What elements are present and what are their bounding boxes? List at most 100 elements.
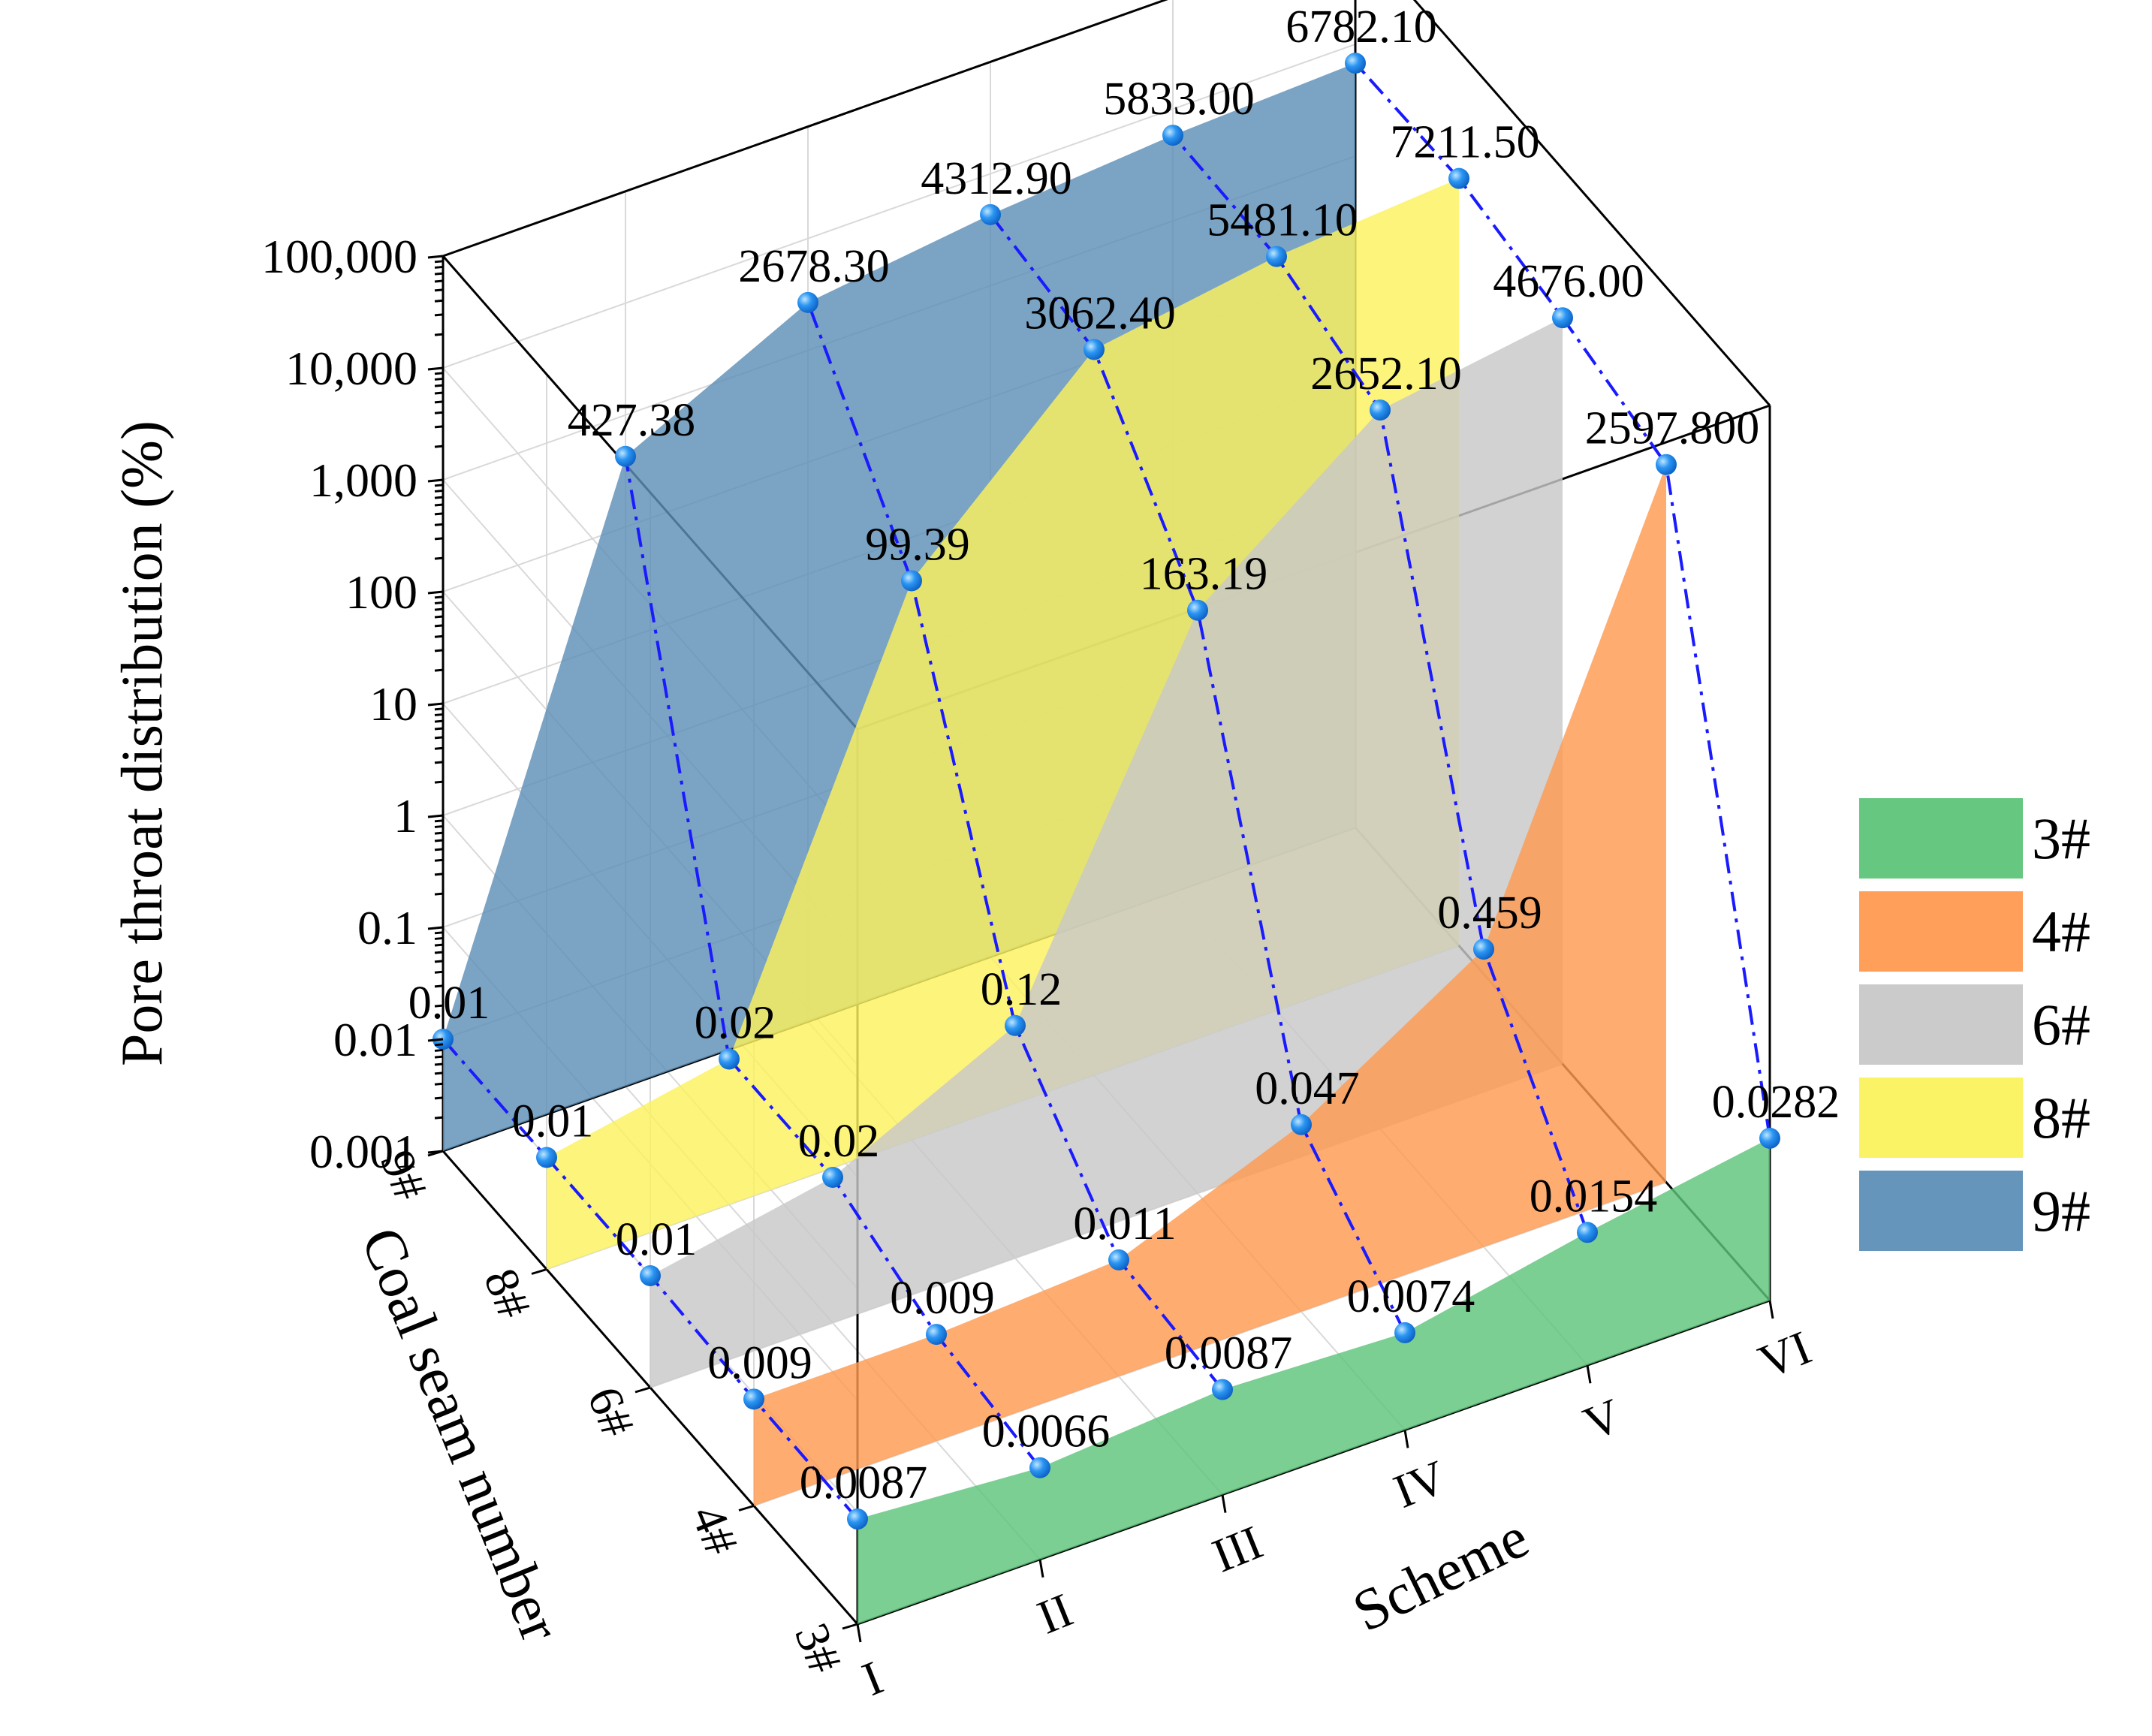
- data-label: 0.0282: [1712, 1077, 1840, 1128]
- z-minor-tick: [434, 537, 444, 541]
- y-tick-label: 8#: [474, 1261, 541, 1325]
- x-tick: [1403, 1430, 1409, 1448]
- x-tick-label: II: [1030, 1583, 1080, 1644]
- z-minor-tick: [434, 523, 444, 526]
- z-minor-tick: [434, 727, 444, 731]
- series-surfaces: [443, 63, 1770, 1624]
- z-tick: [427, 366, 444, 371]
- legend-label: 6#: [2032, 992, 2090, 1057]
- z-axis-title: Pore throat distribution (%): [109, 420, 174, 1066]
- legend-swatch-9#: [1859, 1171, 2023, 1251]
- data-point: [719, 1048, 740, 1070]
- z-minor-tick: [434, 1043, 444, 1047]
- z-minor-tick: [434, 936, 444, 940]
- data-label: 0.01: [616, 1214, 698, 1265]
- x-tick-label: VI: [1751, 1321, 1818, 1389]
- legend-label: 4#: [2032, 899, 2090, 964]
- data-point: [615, 445, 636, 467]
- data-point: [847, 1508, 868, 1530]
- legend-label: 3#: [2032, 806, 2090, 871]
- data-point: [901, 570, 922, 592]
- z-tick-label: 100,000: [261, 230, 417, 283]
- x-tick-label: V: [1576, 1388, 1628, 1451]
- y-tick-label: 3#: [785, 1616, 852, 1680]
- y-tick-label: 4#: [681, 1497, 749, 1562]
- z-minor-tick: [434, 1082, 444, 1086]
- data-label: 2652.10: [1310, 348, 1462, 399]
- z-tick-label: 1,000: [309, 454, 417, 507]
- z-minor-tick: [434, 649, 444, 653]
- z-minor-tick: [434, 489, 444, 493]
- z-minor-tick: [434, 761, 444, 764]
- data-label: 2678.30: [738, 241, 890, 292]
- data-point: [743, 1388, 764, 1410]
- axis-line: [1412, 0, 1771, 406]
- z-minor-tick: [434, 624, 444, 628]
- data-label: 5481.10: [1207, 195, 1358, 246]
- data-label: 99.39: [865, 519, 970, 570]
- z-minor-tick: [434, 736, 444, 740]
- data-point: [1448, 167, 1469, 189]
- z-minor-tick: [434, 824, 444, 828]
- z-minor-tick: [434, 873, 444, 876]
- z-minor-tick: [434, 496, 444, 499]
- z-tick: [427, 255, 444, 259]
- x-tick: [1221, 1494, 1227, 1513]
- data-label: 0.0087: [1165, 1328, 1293, 1379]
- z-minor-tick: [434, 1004, 444, 1008]
- z-tick-label: 100: [345, 565, 417, 619]
- markers: [433, 53, 1780, 1530]
- z-tick-label: 1: [393, 789, 417, 842]
- data-label: 7211.50: [1390, 117, 1539, 168]
- x-tick: [856, 1623, 862, 1643]
- data-label: 0.009: [890, 1273, 995, 1324]
- x-tick: [1586, 1364, 1592, 1384]
- data-point: [1394, 1322, 1415, 1343]
- data-point: [1291, 1114, 1312, 1135]
- z-minor-tick: [434, 601, 444, 604]
- legend-label: 9#: [2032, 1178, 2090, 1243]
- z-tick: [427, 702, 444, 707]
- data-label: 2597.800: [1585, 403, 1760, 454]
- z-tick: [427, 926, 444, 930]
- z-tick: [427, 814, 444, 818]
- z-minor-tick: [434, 1055, 444, 1059]
- legend-label: 8#: [2032, 1085, 2090, 1150]
- y-axis-title: Coal seam number: [349, 1219, 574, 1650]
- data-point: [1266, 246, 1287, 267]
- data-labels: 0.0087 0.0066 0.0087 0.0074 0.0154 0.0282 0.00…: [408, 2, 1840, 1508]
- data-point: [1577, 1222, 1598, 1243]
- surface-3#: [857, 1138, 1770, 1624]
- z-tick-label: 10,000: [285, 342, 417, 395]
- legend-swatch-4#: [1859, 891, 2023, 972]
- data-point: [980, 203, 1001, 225]
- z-minor-tick: [434, 1062, 444, 1066]
- z-minor-tick: [434, 272, 444, 276]
- data-label: 0.459: [1437, 888, 1542, 939]
- data-point: [822, 1166, 843, 1188]
- axis-line: [442, 0, 1168, 258]
- x-tick-label: III: [1205, 1515, 1270, 1583]
- data-label: 4312.90: [921, 153, 1072, 204]
- z-minor-tick: [434, 634, 444, 638]
- z-minor-tick: [434, 960, 444, 963]
- y-tick: [738, 1505, 755, 1511]
- data-label: 6782.10: [1285, 2, 1437, 53]
- x-tick-label: IV: [1386, 1450, 1453, 1518]
- z-minor-tick: [434, 1071, 444, 1075]
- data-label: 0.0074: [1347, 1271, 1475, 1322]
- y-tick: [531, 1268, 547, 1275]
- y-tick: [842, 1623, 858, 1630]
- x-tick: [1768, 1300, 1774, 1319]
- data-label: 0.0087: [800, 1457, 928, 1508]
- z-minor-tick: [434, 377, 444, 381]
- z-tick: [427, 1038, 444, 1042]
- z-minor-tick: [434, 299, 444, 303]
- data-point: [640, 1265, 661, 1286]
- z-minor-tick: [434, 445, 444, 448]
- z-minor-tick: [434, 288, 444, 292]
- z-minor-tick: [434, 607, 444, 611]
- data-point: [1473, 939, 1494, 960]
- z-minor-tick: [434, 1116, 444, 1120]
